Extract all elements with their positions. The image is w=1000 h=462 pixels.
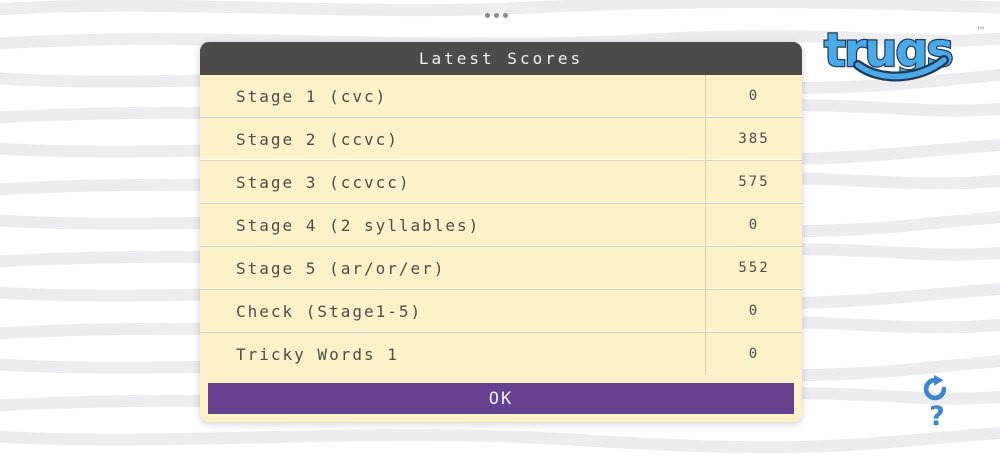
table-row: Stage 5 (ar/or/er) 552 <box>200 247 802 290</box>
table-row: Check (Stage1-5) 0 <box>200 290 802 333</box>
dialog-title-bar: Latest Scores <box>200 42 802 75</box>
stage-score: 0 <box>705 204 802 246</box>
latest-scores-dialog: Latest Scores Stage 1 (cvc) 0 Stage 2 (c… <box>200 42 802 422</box>
stage-score: 0 <box>705 333 802 375</box>
stage-label: Check (Stage1-5) <box>236 301 423 321</box>
stage-label: Stage 2 (ccvc) <box>236 129 399 149</box>
help-icon-glyph: ? <box>929 400 945 432</box>
stage-score: 385 <box>705 118 802 160</box>
stage-score: 0 <box>705 290 802 332</box>
trugs-logo-text: trugs <box>824 23 952 77</box>
stage-label: Stage 5 (ar/or/er) <box>236 258 446 278</box>
refresh-icon[interactable] <box>920 374 950 404</box>
ok-button-label: OK <box>488 388 514 409</box>
dialog-title: Latest Scores <box>418 49 584 68</box>
table-row: Stage 2 (ccvc) 385 <box>200 118 802 161</box>
trugs-logo: trugs ™ <box>823 22 986 82</box>
stage-score: 575 <box>705 161 802 203</box>
table-row: Stage 1 (cvc) 0 <box>200 75 802 118</box>
help-icon[interactable]: ? <box>924 400 950 432</box>
ok-button[interactable]: OK <box>208 383 794 414</box>
logo-trademark: ™ <box>976 26 986 37</box>
stage-score: 552 <box>705 247 802 289</box>
stage-score: 0 <box>705 75 802 117</box>
table-row: Tricky Words 1 0 <box>200 333 802 375</box>
stage-label: Stage 1 (cvc) <box>236 86 388 106</box>
stage-label: Stage 3 (ccvcc) <box>236 172 411 192</box>
stage-label: Tricky Words 1 <box>236 344 399 364</box>
more-options-icon[interactable] <box>483 9 510 21</box>
table-row: Stage 3 (ccvcc) 575 <box>200 161 802 204</box>
table-row: Stage 4 (2 syllables) 0 <box>200 204 802 247</box>
dialog-footer: OK <box>200 375 802 422</box>
stage-label: Stage 4 (2 syllables) <box>236 215 481 235</box>
